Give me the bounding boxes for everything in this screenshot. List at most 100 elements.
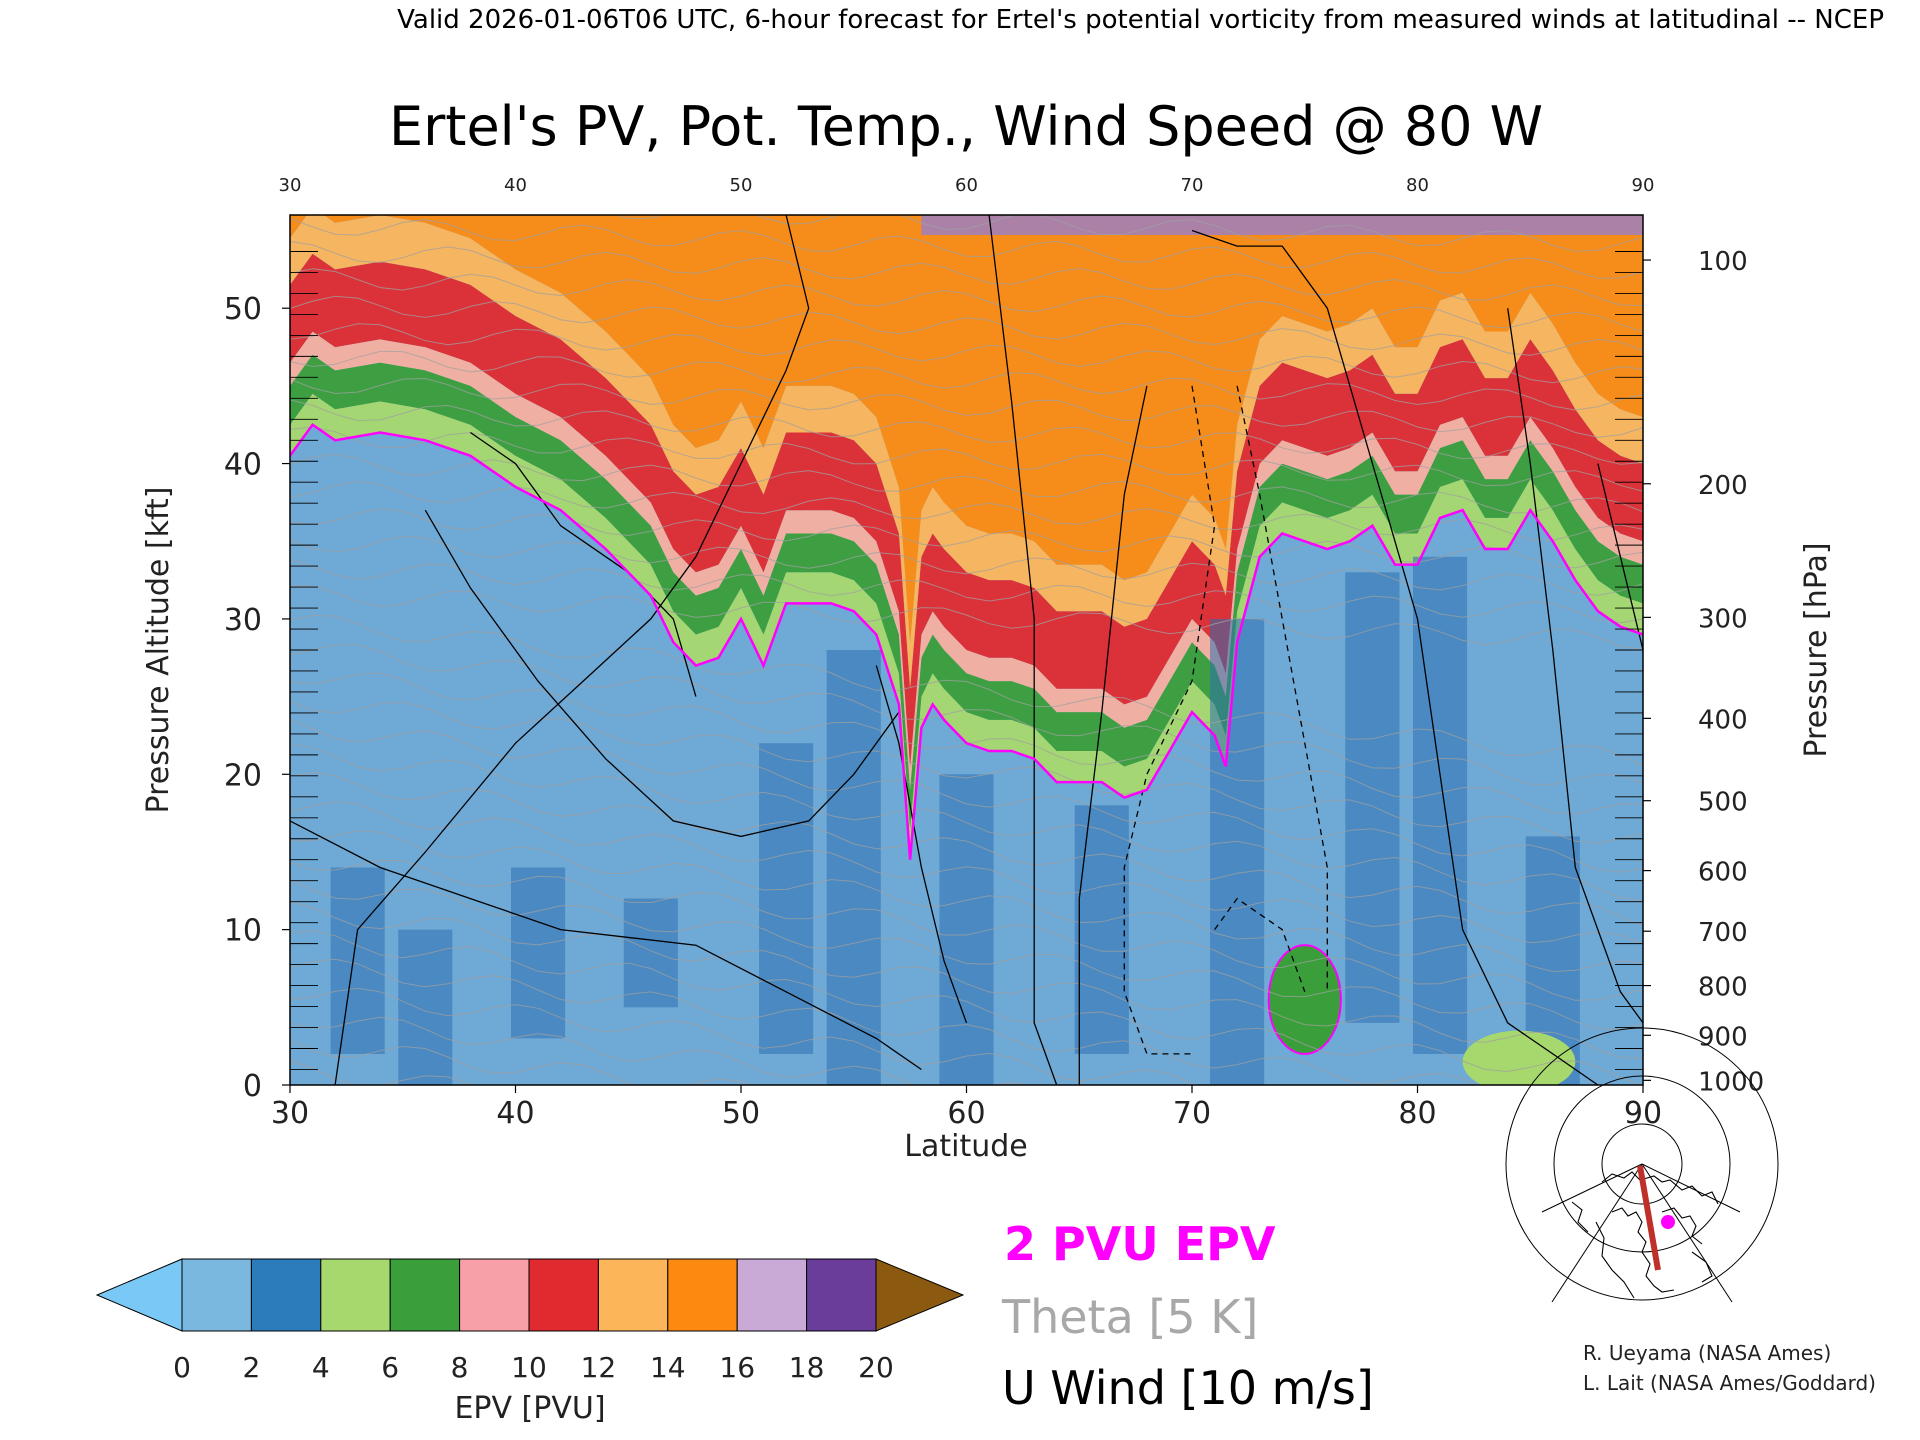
x-tick-label: 60	[947, 1096, 985, 1131]
theta-contour-line	[290, 585, 1643, 651]
theta-contour-line	[290, 350, 1643, 411]
epv-band	[290, 215, 1643, 643]
cross-section-plot: 3030404050506060707080809090010203040501…	[224, 175, 1764, 1131]
tropopause-2pvu-layer	[290, 422, 1643, 860]
y-tick-label-left: 30	[224, 603, 262, 638]
theta-contour-line	[290, 535, 1643, 596]
x-tick-label-top: 50	[730, 175, 753, 196]
colorbar-tick-label: 16	[719, 1351, 755, 1384]
u-wind-contour-line	[988, 215, 1058, 1085]
colorbar-tick-label: 8	[451, 1351, 469, 1384]
colorbar-swatch	[736, 1258, 808, 1332]
theta-contour-line	[290, 987, 1197, 1085]
x-tick-label: 70	[1173, 1096, 1211, 1131]
x-tick-label-top: 40	[504, 175, 527, 196]
x-tick-label: 80	[1398, 1096, 1436, 1131]
colorbar-label: EPV [PVU]	[454, 1391, 605, 1426]
epv-band	[398, 929, 453, 1085]
x-tick-label-top: 60	[955, 175, 978, 196]
u-wind-contour-line	[1123, 385, 1216, 1055]
epv-colorbar: 0 2 4 6 8 10 12 14 16 18 20	[95, 1258, 965, 1384]
y-tick-label-right: 500	[1698, 788, 1748, 818]
theta-contour-line	[290, 614, 1643, 767]
colorbar-tick-label: 6	[381, 1351, 399, 1384]
x-axis-label: Latitude	[904, 1129, 1027, 1164]
colorbar-swatch	[597, 1258, 669, 1332]
colorbar-swatch	[806, 1258, 877, 1332]
y-tick-label-right: 400	[1698, 705, 1748, 735]
map-location-marker	[1661, 1215, 1675, 1229]
theta-contour-line	[290, 958, 1478, 1085]
u-wind-contour-line	[1236, 385, 1328, 992]
colorbar-swatch	[459, 1258, 530, 1332]
y-tick-label-right: 800	[1698, 973, 1748, 1003]
epv-band	[1210, 618, 1265, 1085]
colorbar-tick-label: 0	[173, 1351, 191, 1384]
x-tick-label: 90	[1624, 1096, 1662, 1131]
theta-contour-line	[290, 743, 1643, 902]
u-wind-contour-line	[470, 431, 697, 697]
u-wind-contour-line	[334, 215, 810, 1085]
y-tick-label-right: 900	[1698, 1022, 1748, 1052]
epv-band	[939, 774, 994, 1085]
x-tick-label-top: 90	[1632, 175, 1655, 196]
u-wind-contour-line	[1214, 897, 1306, 993]
map-meridian	[1641, 1163, 1733, 1303]
colorbar-swatch	[181, 1258, 252, 1332]
cross-section-location-map	[1505, 1027, 1779, 1304]
colorbar-tick-label: 4	[312, 1351, 330, 1384]
colorbar-tick-label: 14	[650, 1351, 686, 1384]
x-tick-label: 40	[496, 1096, 534, 1131]
u-wind-contour-line	[290, 820, 922, 1071]
chart-title: Ertel's PV, Pot. Temp., Wind Speed @ 80 …	[389, 95, 1543, 158]
credit-line-1: R. Ueyama (NASA Ames)	[1583, 1341, 1831, 1365]
theta-contour-line	[290, 644, 1643, 785]
map-section-line	[1637, 1165, 1661, 1271]
theta-contour-line	[290, 558, 1643, 624]
theta-contour-line	[290, 879, 1643, 1030]
y-tick-label-left: 20	[224, 758, 262, 793]
u-wind-contour-line	[1597, 463, 1643, 651]
theta-contour-line	[290, 426, 1643, 492]
theta-contour-line	[290, 1016, 1033, 1085]
theta-contour-line	[290, 700, 1643, 844]
colorbar-swatch	[389, 1258, 461, 1332]
u-wind-contours	[290, 215, 1643, 1085]
theta-contour-line	[290, 830, 1643, 973]
y-tick-label-left: 50	[224, 292, 262, 327]
epv-shading	[290, 215, 1643, 1085]
y-tick-label-right: 300	[1698, 604, 1748, 634]
theta-contour-line	[290, 268, 1643, 333]
epv-band	[921, 215, 1643, 235]
valid-time-header: Valid 2026-01-06T06 UTC, 6-hour forecast…	[397, 5, 1884, 35]
axes: 3030404050506060707080809090010203040501…	[224, 175, 1764, 1131]
legend-2pvu: 2 PVU EPV	[1004, 1217, 1276, 1271]
u-wind-contour-line	[1078, 385, 1148, 1085]
map-latitude-ring	[1601, 1123, 1683, 1205]
y-tick-label-right: 200	[1698, 471, 1748, 501]
epv-band	[290, 253, 1643, 767]
theta-contour-line	[290, 217, 1643, 279]
epv-band	[1462, 1030, 1576, 1085]
epv-band	[1267, 944, 1342, 1055]
epv-band	[290, 215, 1643, 689]
colorbar-tick-label: 12	[581, 1351, 617, 1384]
theta-contour-line	[290, 772, 1643, 927]
epv-band	[290, 393, 1643, 860]
map-latitude-ring	[1505, 1027, 1779, 1301]
u-wind-contour-line	[1507, 308, 1643, 1024]
epv-band	[290, 354, 1643, 829]
colorbar-tick-label: 18	[789, 1351, 825, 1384]
epv-band	[510, 867, 566, 1039]
theta-contour-line	[614, 215, 1643, 252]
colorbar-under-arrow	[95, 1258, 183, 1332]
x-tick-label-top: 70	[1181, 175, 1204, 196]
legend-theta: Theta [5 K]	[1001, 1290, 1258, 1344]
colorbar-tick-label: 20	[858, 1351, 894, 1384]
u-wind-contour-line	[424, 509, 900, 838]
u-wind-contour-line	[875, 665, 968, 1024]
y-tick-label-right: 1000	[1698, 1067, 1764, 1097]
legend-u-wind: U Wind [10 m/s]	[1002, 1361, 1374, 1415]
map-meridian	[1641, 1163, 1741, 1213]
